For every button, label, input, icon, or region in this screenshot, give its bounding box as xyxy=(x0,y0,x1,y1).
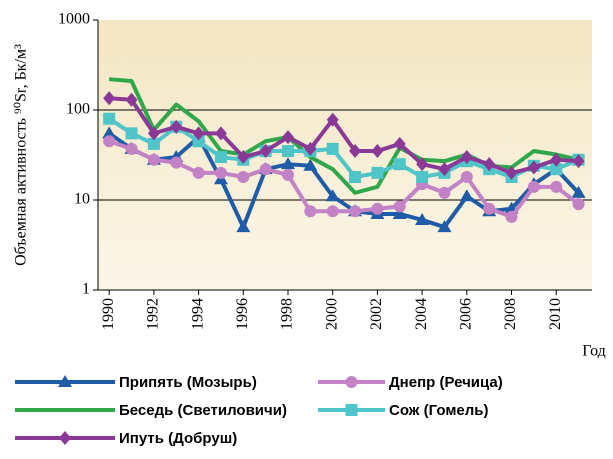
y-tick-label: 1000 xyxy=(58,11,90,28)
series-line xyxy=(109,96,579,175)
x-tick-label: 1990 xyxy=(100,298,117,330)
legend-marker xyxy=(345,404,358,416)
marker xyxy=(281,157,295,170)
marker xyxy=(147,137,160,150)
marker xyxy=(505,210,518,223)
marker xyxy=(393,158,406,171)
marker xyxy=(416,157,429,172)
marker xyxy=(170,119,183,134)
marker xyxy=(192,126,205,141)
marker xyxy=(282,168,294,181)
marker xyxy=(326,112,339,127)
legend-label: Ипуть (Добруш) xyxy=(119,430,237,447)
x-tick-label: 1998 xyxy=(279,298,296,330)
marker xyxy=(304,141,317,156)
marker xyxy=(349,171,362,184)
plot-area xyxy=(98,20,592,290)
marker xyxy=(214,166,227,179)
marker xyxy=(192,166,205,179)
marker xyxy=(392,206,407,219)
marker xyxy=(371,202,384,215)
legend-label: Беседь (Светиловичи) xyxy=(119,402,287,419)
marker xyxy=(572,154,585,169)
marker xyxy=(102,126,117,139)
x-tick-label: 1994 xyxy=(189,298,206,330)
legend-marker xyxy=(58,375,72,387)
marker xyxy=(125,142,138,155)
marker xyxy=(326,142,339,155)
x-tick-label: 2004 xyxy=(413,298,430,330)
marker xyxy=(103,135,116,148)
marker xyxy=(103,112,116,125)
marker xyxy=(438,162,451,177)
marker xyxy=(415,212,430,225)
marker xyxy=(282,145,294,158)
x-tick-label: 2008 xyxy=(502,298,519,330)
marker xyxy=(371,166,384,179)
legend-label: Сож (Гомель) xyxy=(389,402,489,419)
marker xyxy=(147,126,160,141)
marker xyxy=(460,171,473,184)
legend-marker xyxy=(345,376,358,388)
y-axis-label: Объемная активность ⁹⁰Sr, Бк/м³ xyxy=(13,44,30,266)
marker xyxy=(170,156,183,169)
marker xyxy=(527,180,540,193)
marker xyxy=(349,205,362,218)
marker xyxy=(259,163,272,176)
marker xyxy=(147,153,160,166)
marker xyxy=(438,186,451,199)
x-tick-label: 2010 xyxy=(547,298,564,330)
marker xyxy=(125,92,138,107)
x-tick-label: 2002 xyxy=(368,298,385,330)
marker xyxy=(125,127,138,140)
y-tick-label: 10 xyxy=(74,191,90,208)
marker xyxy=(483,157,496,172)
series-line xyxy=(108,131,581,230)
marker xyxy=(393,136,406,151)
x-tick-label: 2006 xyxy=(457,298,474,330)
series-line xyxy=(108,139,580,219)
marker xyxy=(416,171,429,184)
x-tick-label: 2000 xyxy=(323,298,340,330)
series-line xyxy=(108,117,580,180)
marker xyxy=(236,220,251,233)
legend-marker xyxy=(59,431,71,445)
marker xyxy=(505,165,518,180)
marker xyxy=(393,200,406,213)
marker xyxy=(550,180,563,193)
marker xyxy=(192,135,205,148)
marker xyxy=(349,144,362,159)
legend-label: Днепр (Речица) xyxy=(389,374,503,391)
marker xyxy=(325,189,340,202)
x-axis-label: Год xyxy=(582,343,606,360)
marker xyxy=(527,160,540,175)
marker xyxy=(237,150,250,165)
marker xyxy=(304,205,317,218)
marker xyxy=(214,126,227,141)
marker xyxy=(483,202,496,215)
marker xyxy=(282,130,294,145)
marker xyxy=(550,152,563,167)
marker xyxy=(459,189,474,202)
marker xyxy=(303,158,318,171)
marker xyxy=(460,150,473,165)
legend-label: Припять (Мозырь) xyxy=(119,374,257,391)
x-tick-label: 1996 xyxy=(234,298,251,330)
y-tick-label: 1 xyxy=(82,281,90,298)
marker xyxy=(237,171,250,184)
marker xyxy=(103,91,116,106)
marker xyxy=(371,144,384,159)
marker xyxy=(214,151,227,164)
marker xyxy=(326,205,339,218)
marker xyxy=(572,198,585,211)
marker xyxy=(437,220,452,233)
marker xyxy=(259,144,272,159)
y-tick-label: 100 xyxy=(66,101,90,118)
x-tick-label: 1992 xyxy=(145,298,162,330)
marker xyxy=(550,163,563,176)
marker xyxy=(571,185,586,198)
